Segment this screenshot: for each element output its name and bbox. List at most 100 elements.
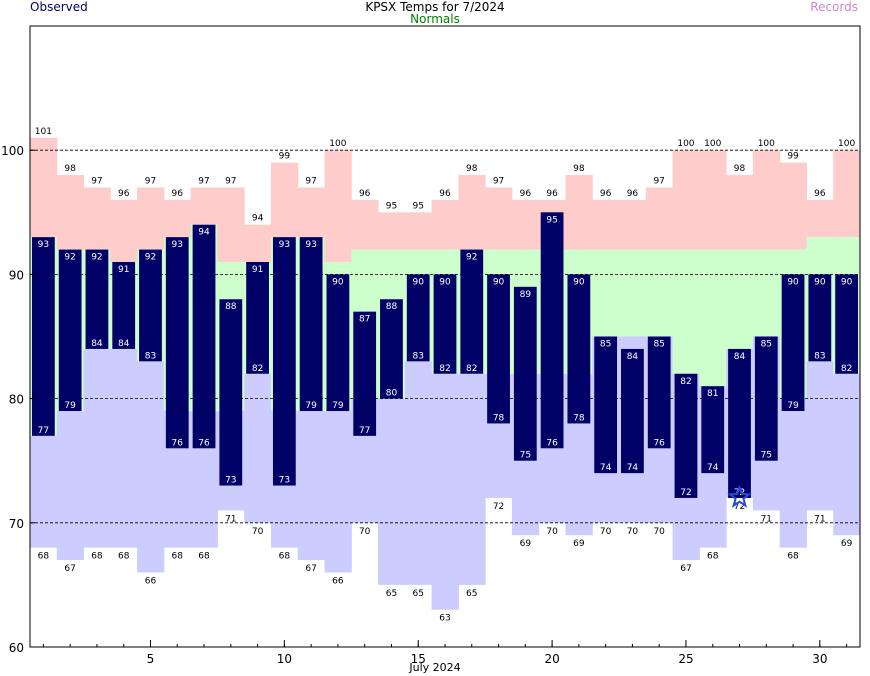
record-high-band bbox=[163, 199, 192, 238]
observed-low-label: 82 bbox=[466, 364, 477, 374]
observed-high-label: 85 bbox=[600, 340, 611, 350]
observed-bar bbox=[32, 237, 55, 436]
normal-band bbox=[619, 249, 647, 337]
observed-bar bbox=[701, 386, 725, 474]
observed-bar bbox=[246, 261, 269, 374]
record-high-label: 99 bbox=[787, 152, 799, 162]
record-low-label: 70 bbox=[252, 527, 264, 537]
record-high-label: 96 bbox=[172, 189, 184, 199]
observed-low-label: 83 bbox=[412, 351, 423, 361]
observed-bar bbox=[808, 274, 832, 362]
record-high-band bbox=[779, 162, 807, 250]
record-low-label: 68 bbox=[787, 552, 799, 562]
record-high-band bbox=[752, 150, 781, 250]
observed-low-label: 78 bbox=[573, 413, 585, 423]
record-low-band bbox=[83, 348, 111, 548]
record-high-label: 96 bbox=[600, 189, 612, 199]
record-low-label: 67 bbox=[305, 564, 316, 574]
observed-low-label: 76 bbox=[546, 438, 558, 448]
record-low-label: 68 bbox=[38, 552, 50, 562]
observed-bar bbox=[594, 336, 618, 474]
observed-bar bbox=[781, 274, 805, 412]
observed-low-label: 77 bbox=[359, 426, 370, 436]
record-low-label: 69 bbox=[841, 539, 853, 549]
record-low-label: 69 bbox=[573, 539, 585, 549]
y-tick-label: 60 bbox=[9, 641, 24, 655]
record-high-label: 96 bbox=[546, 189, 558, 199]
observed-high-label: 90 bbox=[439, 277, 451, 287]
record-low-label: 72 bbox=[493, 502, 504, 512]
observed-bar bbox=[272, 237, 296, 486]
record-low-label: 70 bbox=[546, 527, 558, 537]
record-high-band bbox=[244, 224, 272, 262]
normal-band bbox=[752, 249, 781, 337]
record-high-label: 96 bbox=[359, 189, 371, 199]
normal-band bbox=[592, 249, 620, 337]
observed-bar bbox=[326, 274, 350, 412]
legend-records: Records bbox=[810, 0, 858, 14]
observed-bar bbox=[58, 249, 82, 412]
observed-low-label: 80 bbox=[386, 389, 398, 399]
observed-high-label: 91 bbox=[118, 265, 129, 275]
observed-bar bbox=[674, 373, 698, 498]
observed-bar bbox=[433, 274, 457, 374]
observed-low-label: 74 bbox=[600, 463, 612, 473]
record-high-band bbox=[30, 137, 58, 238]
record-high-label: 95 bbox=[386, 201, 397, 211]
record-low-label: 71 bbox=[814, 514, 825, 524]
record-low-band bbox=[324, 411, 352, 573]
observed-high-label: 81 bbox=[707, 389, 718, 399]
record-high-label: 96 bbox=[627, 189, 639, 199]
observed-bar bbox=[487, 274, 510, 424]
observed-high-label: 91 bbox=[252, 265, 263, 275]
record-high-band bbox=[699, 150, 727, 250]
observed-low-label: 74 bbox=[627, 463, 639, 473]
record-high-band bbox=[431, 199, 459, 250]
record-low-label: 70 bbox=[359, 527, 371, 537]
observed-low-label: 76 bbox=[653, 438, 665, 448]
normal-band bbox=[672, 249, 700, 374]
record-low-label: 68 bbox=[198, 552, 210, 562]
record-high-band bbox=[297, 187, 326, 238]
record-high-band bbox=[324, 150, 352, 262]
observed-bar bbox=[139, 249, 162, 362]
record-low-label: 65 bbox=[466, 589, 477, 599]
record-high-label: 96 bbox=[439, 189, 451, 199]
record-low-label: 68 bbox=[91, 552, 103, 562]
record-high-label: 96 bbox=[118, 189, 130, 199]
record-low-label: 66 bbox=[332, 576, 344, 586]
x-tick-label: 30 bbox=[812, 652, 827, 666]
record-low-label: 67 bbox=[680, 564, 691, 574]
record-low-band bbox=[431, 373, 459, 610]
record-low-band bbox=[378, 398, 406, 585]
observed-bar bbox=[513, 286, 537, 461]
observed-bar bbox=[299, 237, 323, 412]
observed-low-label: 82 bbox=[252, 364, 263, 374]
observed-bar bbox=[406, 274, 430, 362]
record-low-band bbox=[833, 373, 861, 536]
record-low-label: 70 bbox=[600, 527, 612, 537]
observed-bar bbox=[754, 336, 778, 461]
record-low-band bbox=[404, 361, 433, 585]
record-high-band bbox=[110, 199, 138, 262]
observed-high-label: 94 bbox=[198, 228, 210, 238]
record-high-label: 98 bbox=[573, 164, 585, 174]
observed-bar bbox=[165, 237, 189, 449]
record-low-label: 66 bbox=[145, 576, 157, 586]
observed-high-label: 82 bbox=[680, 377, 691, 387]
observed-low-label: 72 bbox=[734, 488, 745, 498]
x-tick-label: 20 bbox=[544, 652, 559, 666]
record-low-label: 71 bbox=[225, 514, 236, 524]
record-high-band bbox=[726, 175, 754, 250]
record-high-label: 98 bbox=[734, 164, 746, 174]
record-low-label: 72 bbox=[734, 502, 745, 512]
record-low-label: 70 bbox=[627, 527, 639, 537]
observed-bar bbox=[219, 299, 243, 486]
observed-high-label: 87 bbox=[359, 315, 370, 325]
record-low-label: 65 bbox=[386, 589, 397, 599]
observed-low-label: 83 bbox=[145, 351, 156, 361]
y-tick-label: 90 bbox=[9, 268, 24, 282]
normal-band bbox=[699, 249, 727, 387]
observed-bar bbox=[192, 224, 216, 449]
legend-normals: Normals bbox=[410, 12, 460, 26]
